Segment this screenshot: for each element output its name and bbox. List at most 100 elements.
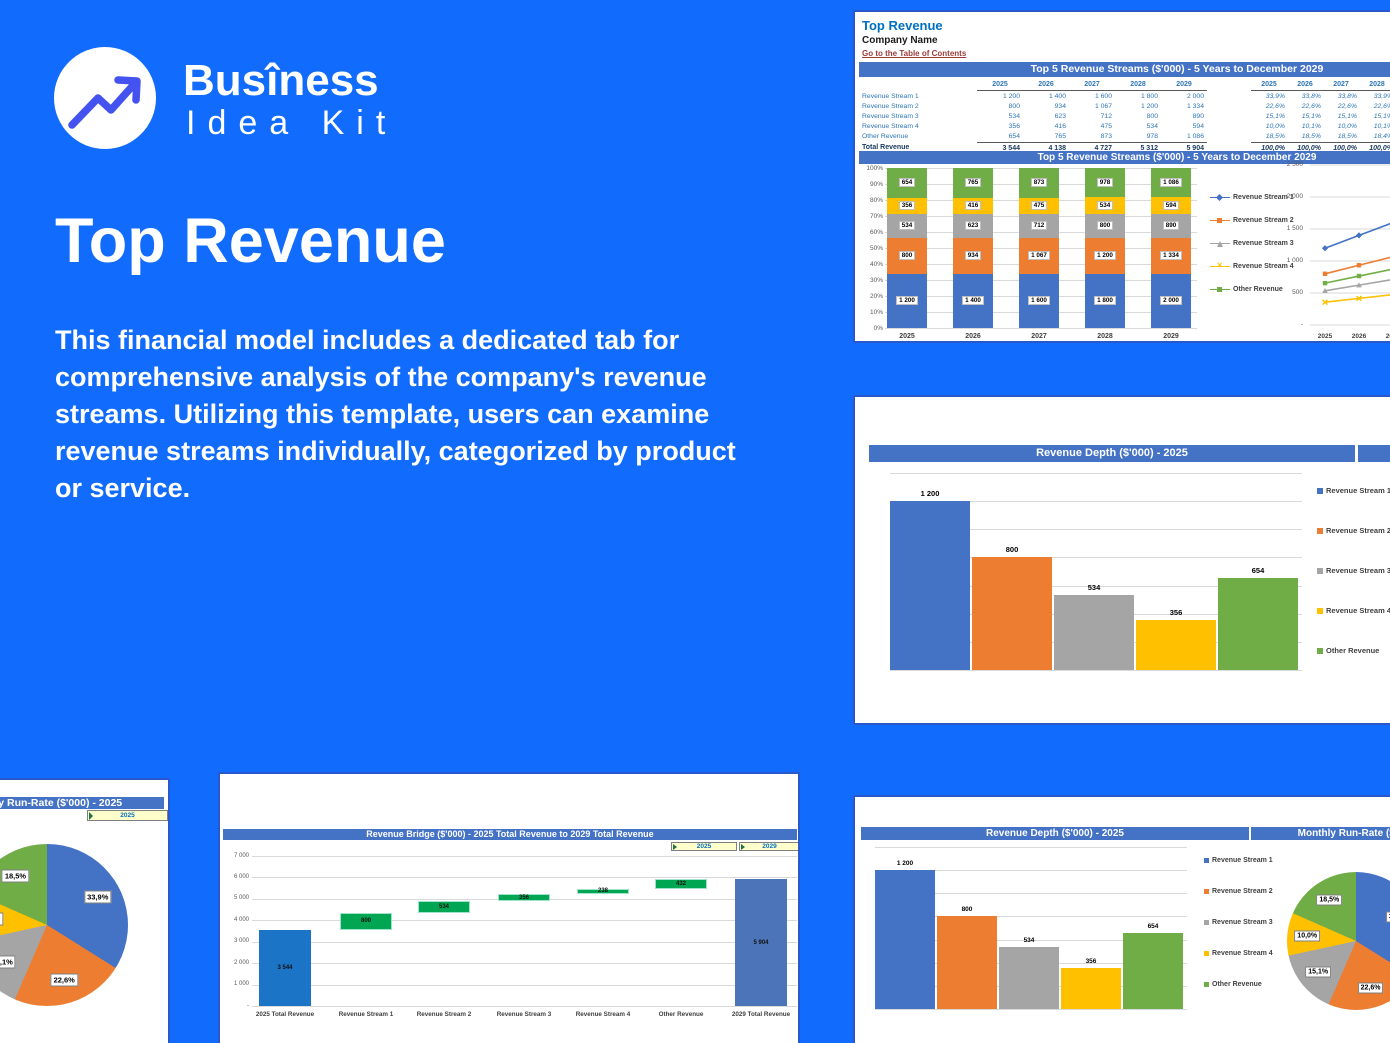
x-axis-tick-label: 2028: [1097, 333, 1113, 340]
table-spacer: [1207, 91, 1251, 101]
year-filter-dropdown[interactable]: 2025: [87, 810, 168, 821]
data-label: 2 000: [1160, 296, 1182, 306]
data-label: 1 200: [920, 489, 940, 499]
y-axis-tick-label: 2 000: [1286, 193, 1303, 200]
stacked-bar: 1 800 1 200 800 534 978: [1085, 168, 1125, 328]
pie-slice-label: 33,9%: [1385, 911, 1390, 923]
data-label: 594: [1162, 201, 1180, 211]
gridline: [890, 585, 1302, 587]
x-axis-tick-label: Revenue Stream 2: [416, 1011, 472, 1018]
legend-marker: [1217, 240, 1223, 247]
dropdown-value: 2029: [762, 843, 777, 850]
waterfall-bar: 534: [418, 901, 470, 913]
legend-swatch-icon: [1204, 858, 1209, 863]
line-chart: [1310, 164, 1390, 326]
table-total-value: 3 544: [977, 141, 1023, 154]
y-axis-tick-label: 20%: [869, 292, 883, 300]
y-axis-tick-label: 50%: [869, 244, 883, 252]
legend-swatch-icon: [1317, 567, 1323, 574]
x-axis-tick-label: Revenue Stream 3: [496, 1011, 552, 1018]
x-axis-tick-label: 2029: [1163, 333, 1179, 340]
bar-segment: 1 067: [1019, 237, 1059, 274]
data-label: 765: [964, 178, 982, 188]
table-value: 1 334: [1186, 102, 1204, 110]
table-pct-value: 15,1%: [1301, 112, 1321, 120]
sheet-title: Top Revenue: [862, 18, 943, 33]
data-label: 1 400: [962, 296, 984, 306]
legend-label: Revenue Stream 2: [1326, 526, 1390, 535]
triangle-marker-icon: [1210, 239, 1230, 248]
stacked-bar-chart: 1 200 800 534 356 654 1 400 934 623 416 765 1 600 1…: [885, 168, 1197, 329]
legend-swatch-icon: [1204, 982, 1209, 987]
waterfall-bar: 5 904: [735, 879, 787, 1006]
pie-slice-label: 15,1%: [0, 955, 16, 969]
legend-item: Other Revenue: [1210, 284, 1283, 294]
series-line: [1324, 279, 1390, 292]
data-label: 534: [438, 904, 449, 911]
table-pct-year-header: 2027: [1323, 78, 1359, 91]
legend-item: Revenue Stream 2: [1317, 526, 1390, 535]
bar-segment: 356: [887, 197, 927, 214]
bar-segment: 890: [1151, 213, 1191, 238]
x-marker-icon: ×: [1210, 260, 1230, 271]
dashboard-panel-run-rate-left: Revenue Depth ($'000) - 2025 Monthly Run…: [0, 778, 170, 1043]
bar-segment: 475: [1019, 197, 1059, 214]
data-point-marker: [1356, 263, 1362, 268]
depth-bar: [875, 870, 935, 1009]
series-line: [1324, 222, 1390, 249]
chart-legend: Revenue Stream 1 Revenue Stream 2 Revenue …: [1210, 192, 1305, 322]
data-point-marker: [1356, 273, 1362, 279]
table-spacer: [1207, 122, 1251, 132]
pie-slice-label: 10,0%: [0, 912, 3, 926]
table-pct-value: 18,5%: [1301, 133, 1321, 141]
legend-label: Revenue Stream 4: [1212, 950, 1273, 957]
gridline: [875, 870, 1187, 872]
y-axis-tick-label: 0%: [873, 324, 883, 332]
y-axis-tick-label: -: [1300, 321, 1303, 328]
series-line: [1324, 256, 1390, 275]
x-axis-tick-label: Revenue Stream 1: [338, 1011, 394, 1018]
table-pct-value: 15,1%: [1373, 112, 1390, 120]
square-marker-icon: [1210, 216, 1230, 225]
bridge-waterfall-chart: 3 544 800 534 356 238 432 5 904: [252, 856, 797, 1007]
table-total-pct: 100,0%: [1323, 141, 1359, 154]
data-point-marker: [1356, 282, 1362, 288]
bridge-chart-title-bar: Revenue Bridge ($'000) - 2025 Total Reve…: [223, 829, 797, 840]
legend-marker: [1217, 217, 1222, 223]
table-value: 712: [1100, 112, 1112, 120]
table-corner: [862, 78, 977, 91]
y-axis-tick-label: 2 500: [1286, 161, 1303, 168]
gridline: [890, 529, 1302, 531]
data-label: 475: [1030, 201, 1048, 211]
table-pct-value: 33,8%: [1301, 92, 1321, 100]
y-axis-tick-label: 2 000: [233, 959, 249, 966]
year-filter-dropdown[interactable]: 2029: [739, 842, 798, 851]
y-axis-tick-label: 80%: [869, 196, 883, 204]
table-value: 654: [1008, 133, 1020, 141]
table-value: 800: [1146, 112, 1158, 120]
data-label: 978: [1096, 178, 1114, 188]
y-axis-tick-label: 10%: [869, 308, 883, 316]
bar-segment: 1 600: [1019, 273, 1059, 328]
table-spacer: [1207, 78, 1251, 91]
legend-swatch-icon: [1317, 487, 1323, 494]
dashboard-panel-revenue-bridge: Revenue Bridge ($'000) - 2025 Total Reve…: [218, 772, 800, 1043]
table-value: 873: [1100, 133, 1112, 141]
year-filter-dropdown[interactable]: 2025: [671, 842, 737, 851]
x-axis-tick-label: Revenue Stream 4: [575, 1011, 631, 1018]
y-axis-tick-label: 70%: [869, 212, 883, 220]
legend-item: Revenue Stream 1: [1317, 486, 1390, 495]
table-of-contents-link[interactable]: Go to the Table of Contents: [862, 49, 967, 58]
pie-slice-label: 22,6%: [50, 973, 78, 987]
data-label: 356: [1085, 957, 1097, 965]
table-value: 534: [1146, 123, 1158, 131]
depth-bar: [1061, 967, 1121, 1009]
data-point-marker: [1322, 280, 1328, 286]
data-label: 1 200: [896, 296, 918, 306]
bar-segment: 416: [953, 197, 993, 214]
stacked-chart-x-axis: 2025 2026 2027 2028 2029: [885, 333, 1205, 341]
gridline: [890, 670, 1302, 671]
gridline: [875, 893, 1187, 895]
y-axis-tick-label: 90%: [869, 180, 883, 188]
data-label: 934: [964, 251, 982, 261]
